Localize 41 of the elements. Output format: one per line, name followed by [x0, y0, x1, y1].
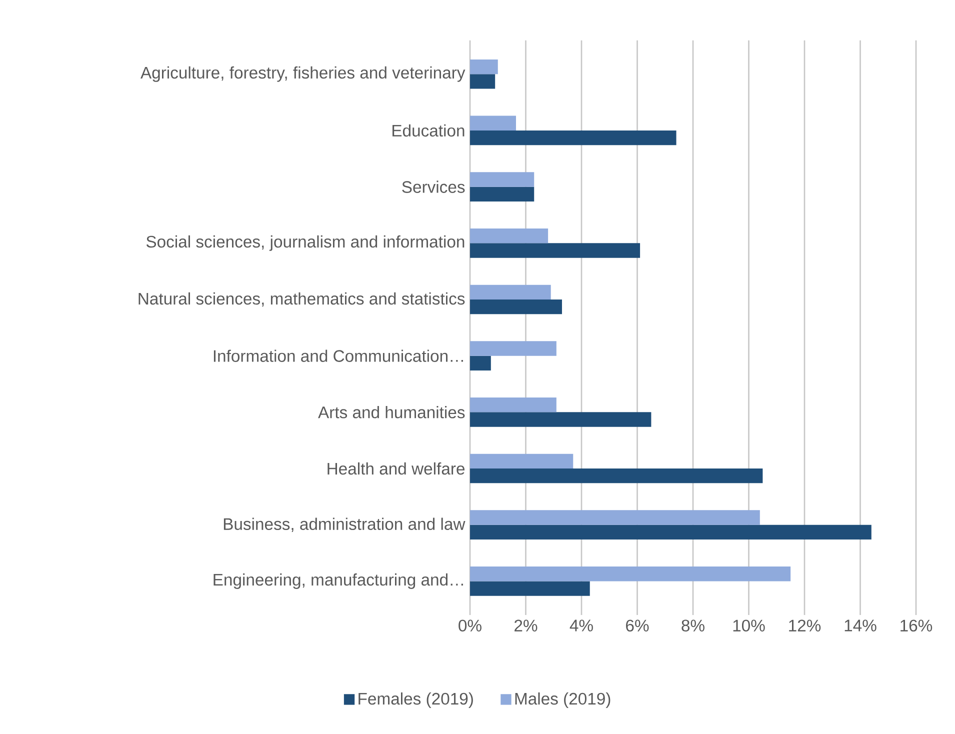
bar: [470, 566, 791, 582]
y-tick-label: Arts and humanities: [318, 406, 465, 418]
y-tick-label: Agriculture, forestry, fisheries and veterinary: [140, 66, 466, 82]
y-tick-label: Business, administration and law: [224, 518, 466, 532]
legend-label: Males (2019): [515, 692, 610, 708]
x-tick-label: 0%: [458, 620, 482, 632]
bar: [470, 284, 551, 300]
x-tick-label: 14%: [844, 620, 876, 632]
y-tick-label: Education: [392, 124, 464, 137]
bar: [470, 581, 590, 596]
bar: [470, 299, 562, 314]
bar: [470, 341, 556, 356]
bar: [470, 510, 760, 525]
y-tick-label: Health and welfare: [328, 462, 465, 475]
bar: [470, 186, 534, 202]
y-tick-label: Services: [402, 180, 465, 193]
bar: [470, 59, 498, 74]
y-tick-label: Natural sciences, mathematics and statistics: [138, 292, 465, 307]
bar: [470, 228, 548, 244]
bar: [470, 130, 676, 146]
bar: [470, 74, 496, 89]
bar: [470, 412, 652, 427]
bar: [470, 524, 872, 540]
bar: [470, 468, 763, 484]
x-tick-label: 4%: [570, 620, 593, 632]
x-tick-label: 8%: [682, 620, 704, 632]
x-tick-label: 16%: [900, 620, 932, 632]
x-tick-label: 10%: [733, 620, 765, 632]
y-tick-label: Social sciences, journalism and information: [146, 235, 464, 251]
x-tick-label: 6%: [626, 620, 649, 632]
y-tick-label: Engineering, manufacturing and…: [214, 573, 463, 589]
x-tick-label: 12%: [789, 620, 821, 632]
bar: [470, 243, 640, 258]
bar: [470, 116, 516, 130]
bar: [470, 356, 491, 370]
x-tick-label: 2%: [514, 620, 538, 632]
bar: [470, 454, 574, 469]
bar: [470, 172, 534, 187]
bar: [470, 398, 556, 412]
legend-label: Females (2019): [358, 692, 473, 708]
y-tick-label: Information and Communication…: [214, 350, 463, 362]
